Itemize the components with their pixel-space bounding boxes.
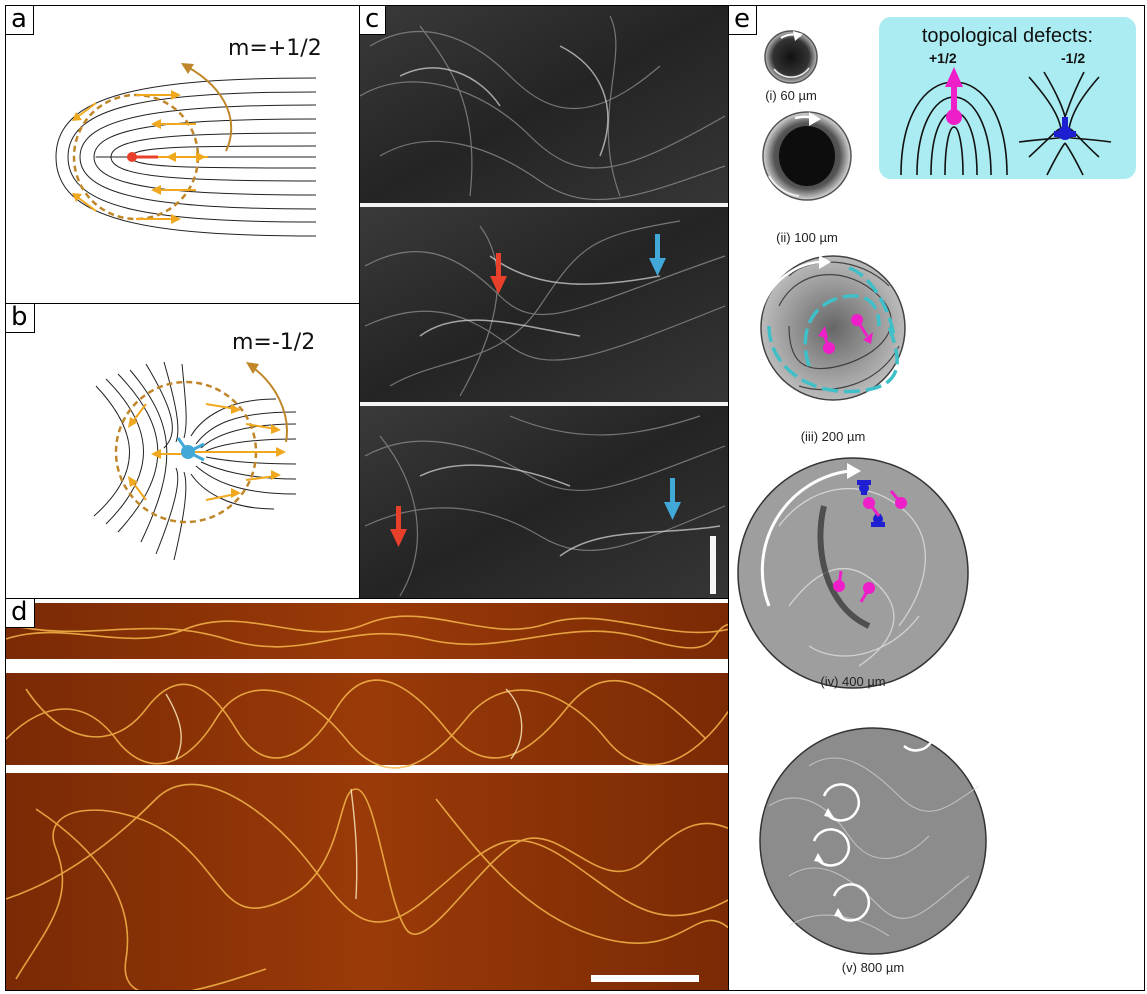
plus-half-defect-core [127,152,137,162]
scale-bar-c [710,536,716,594]
panel-label-a: a [6,6,34,35]
cyan-arrow-marker-2 [664,478,681,520]
caption-60um: (i) 60 µm [765,88,817,103]
panel-d: d [5,598,729,991]
red-arrow-marker [490,253,507,294]
minus-half-defect-diagram [93,361,297,561]
panel-e: e topological defects: +1/2 -1/2 [728,5,1145,991]
panel-label-e: e [729,6,757,35]
disc-micrographs [737,30,987,955]
caption-800um: (v) 800 µm [841,960,905,975]
legend-plus-half-label: +1/2 [929,50,957,66]
charge-label-plus-half: m=+1/2 [228,36,322,61]
legend-minus-half-label: -1/2 [1061,50,1086,66]
disc-800um [759,727,987,955]
panel-a: a m=+1/2 [5,5,361,305]
charge-label-minus-half: m=-1/2 [232,330,316,355]
disc-200um [760,255,906,401]
disc-60um [764,30,818,84]
panel-b: b m=-1/2 [5,303,361,600]
legend-title: topological defects: [921,25,1094,47]
minus-half-defect-core [181,445,195,459]
panel-c: c [359,5,729,600]
plus-half-defect-diagram [55,63,317,237]
panel-label-b: b [6,304,35,333]
cyan-arrow-marker [649,234,666,276]
red-arrow-marker-2 [390,506,407,547]
defect-legend: topological defects: +1/2 -1/2 [879,17,1136,179]
panel-label-c: c [360,6,387,35]
legend-defect-sketches [900,67,1112,176]
caption-100um: (ii) 100 µm [776,230,838,245]
caption-400um: (iv) 400 µm [820,674,886,689]
panel-label-d: d [6,599,35,628]
disc-400um [737,457,969,689]
channel-micrographs [6,603,728,990]
fluorescence-micrograph-sequence [360,6,728,599]
scale-bar-d [591,975,699,982]
caption-200um: (iii) 200 µm [800,429,866,444]
